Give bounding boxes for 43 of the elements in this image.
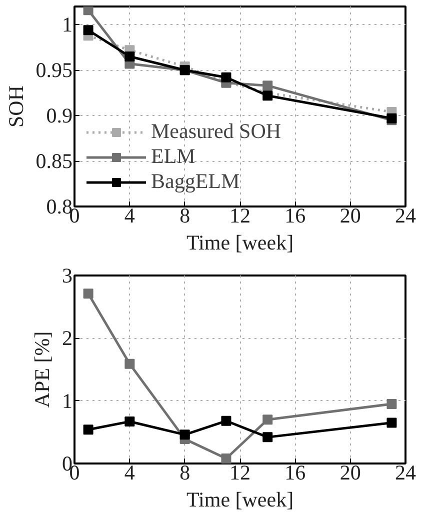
point [221, 453, 232, 464]
point [124, 52, 135, 62]
point [83, 25, 94, 36]
point [262, 414, 273, 425]
point [83, 424, 94, 435]
y-tick-label: 0.9 [46, 104, 72, 128]
point [124, 416, 135, 427]
point [83, 6, 94, 16]
x-tick-label: 20 [340, 460, 361, 484]
point [386, 398, 397, 409]
x-axis-title: Time [week] [186, 488, 294, 512]
x-tick-label: 24 [395, 204, 416, 228]
x-tick-label: 4 [124, 460, 136, 484]
point [83, 288, 94, 299]
point [262, 432, 273, 442]
y-tick-label: 3 [62, 264, 72, 288]
legend-label: BaggELM [151, 169, 240, 194]
x-tick-label: 16 [284, 460, 306, 484]
point [180, 430, 190, 440]
point [221, 72, 232, 82]
y-axis-title: APE [%] [30, 331, 54, 408]
x-tick-label: 24 [395, 460, 416, 484]
x-tick-label: 12 [230, 204, 250, 228]
point [262, 80, 273, 91]
y-tick-label: 1 [62, 388, 72, 413]
y-axis-title: SOH [4, 85, 28, 128]
x-axis-title: Time [week] [186, 230, 294, 254]
x-tick-label: 4 [124, 204, 136, 228]
y-tick-label: 0.95 [36, 58, 72, 82]
y-tick-label: 1 [62, 12, 72, 37]
legend-label: ELM [151, 144, 196, 169]
point [124, 358, 135, 369]
x-tick-label: 20 [340, 204, 361, 228]
x-tick-label: 8 [180, 204, 190, 228]
legend-label: Measured SOH [151, 119, 282, 144]
y-tick-label: 0.85 [36, 149, 72, 174]
x-tick-label: 16 [284, 204, 306, 228]
y-tick-label: 2 [62, 326, 72, 350]
x-tick-label: 8 [180, 460, 190, 484]
point [262, 90, 273, 101]
x-tick-label: 12 [230, 460, 250, 484]
point [386, 418, 397, 428]
point [221, 416, 232, 426]
